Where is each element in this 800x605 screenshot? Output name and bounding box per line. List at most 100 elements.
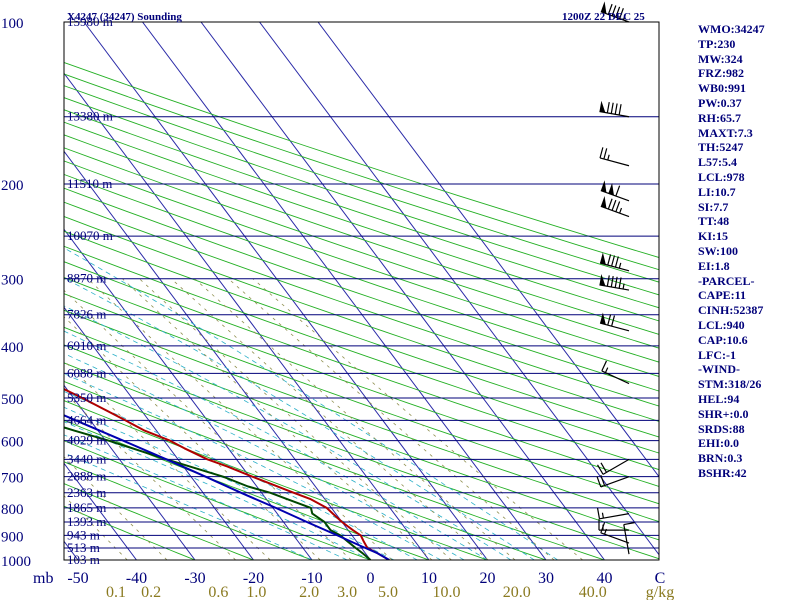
isotherm-line bbox=[64, 72, 430, 560]
mixing-ratio-line bbox=[64, 316, 321, 560]
index-item: KI:15 bbox=[698, 229, 728, 244]
dry-adiabat bbox=[64, 293, 659, 505]
index-item: L57:5.4 bbox=[698, 155, 737, 170]
isotherm-line bbox=[64, 150, 371, 560]
index-item: SHR+:0.0 bbox=[698, 406, 749, 421]
dry-adiabat bbox=[64, 309, 659, 523]
mixing-ratio-line bbox=[252, 278, 583, 560]
index-item: LI:10.7 bbox=[698, 184, 736, 199]
height-label: 103 m bbox=[67, 552, 100, 567]
wind-barb bbox=[600, 180, 630, 202]
index-item: PW:0.37 bbox=[698, 95, 742, 110]
axis-unit-c: C bbox=[655, 570, 666, 587]
chart-datetime: 1200Z 22 DEC 25 bbox=[562, 11, 645, 23]
temp-tick-label: 40 bbox=[597, 570, 613, 587]
chart-title: X4247 (34247) Sounding bbox=[67, 11, 182, 23]
height-label: 943 m bbox=[67, 527, 100, 542]
index-item: BSHR:42 bbox=[698, 465, 747, 480]
index-item: -WIND- bbox=[698, 362, 740, 377]
temp-tick-label: -30 bbox=[184, 570, 205, 587]
wind-barb bbox=[600, 1, 630, 23]
dry-adiabat bbox=[64, 187, 659, 392]
index-item: WMO:34247 bbox=[698, 22, 765, 36]
height-label: 6088 m bbox=[67, 365, 106, 380]
temp-tick-label: -10 bbox=[301, 570, 322, 587]
pressure-tick-label: 200 bbox=[1, 178, 24, 194]
index-item: LFC:-1 bbox=[698, 347, 736, 362]
height-label: 4029 m bbox=[67, 433, 106, 448]
mixing-ratio-line bbox=[87, 278, 393, 560]
height-label: 11510 m bbox=[67, 176, 112, 191]
temp-tick-label: -40 bbox=[126, 570, 147, 587]
height-label: 7826 m bbox=[67, 307, 106, 322]
wind-barb bbox=[600, 522, 630, 544]
wind-barb bbox=[601, 360, 630, 385]
index-item: SRDS:88 bbox=[698, 421, 745, 436]
isotherm-line bbox=[200, 22, 605, 560]
mixing-ratio-label: 1.0 bbox=[246, 584, 266, 600]
temp-tick-label: 0 bbox=[367, 570, 375, 587]
mixing-ratio-label: 2.0 bbox=[299, 584, 319, 600]
wind-barb bbox=[596, 507, 630, 520]
mixing-ratio-label: 5.0 bbox=[378, 584, 398, 600]
moist-adiabat bbox=[64, 353, 465, 560]
height-label: 2888 m bbox=[67, 469, 106, 484]
index-item: CINH:52387 bbox=[698, 303, 764, 318]
height-label: 15980 m bbox=[67, 14, 113, 29]
height-label: 5350 m bbox=[67, 390, 106, 405]
isotherm-line bbox=[64, 228, 313, 560]
index-item: LCL:978 bbox=[698, 169, 745, 184]
wind-barb bbox=[596, 475, 630, 488]
temp-tick-label: 20 bbox=[480, 570, 496, 587]
mixing-ratio-label: 20.0 bbox=[503, 584, 531, 600]
pressure-tick-label: 400 bbox=[1, 340, 24, 356]
axis-unit-gkg: g/kg bbox=[646, 584, 674, 600]
mixing-ratio-line bbox=[139, 278, 452, 560]
mixing-ratio-line bbox=[194, 278, 516, 560]
isotherm-line bbox=[64, 306, 254, 560]
temp-tick-label: -50 bbox=[67, 570, 88, 587]
wind-barb bbox=[600, 196, 630, 218]
height-label: 10070 m bbox=[67, 228, 113, 243]
dry-adiabat bbox=[64, 201, 659, 407]
index-item: LCL:940 bbox=[698, 317, 745, 332]
index-item: CAPE:11 bbox=[698, 288, 746, 303]
wind-barb bbox=[599, 147, 630, 167]
height-label: 513 m bbox=[67, 540, 100, 555]
height-label: 13380 m bbox=[67, 109, 113, 124]
dry-adiabat bbox=[64, 109, 659, 309]
mixing-ratio-line bbox=[64, 495, 128, 560]
mixing-ratio-label: 10.0 bbox=[433, 584, 461, 600]
isotherm-line bbox=[142, 22, 547, 560]
mixing-ratio-label: 0.2 bbox=[141, 584, 161, 600]
index-item: CAP:10.6 bbox=[698, 332, 748, 347]
index-item: WB0:991 bbox=[698, 81, 746, 96]
pressure-tick-label: 1000 bbox=[1, 554, 31, 570]
dry-adiabat bbox=[64, 276, 659, 487]
pressure-tick-label: 300 bbox=[1, 273, 24, 289]
index-item: RH:65.7 bbox=[698, 110, 741, 125]
dry-adiabat bbox=[64, 134, 659, 335]
dry-adiabat bbox=[64, 245, 659, 454]
dry-adiabat bbox=[64, 85, 659, 283]
index-item: MAXT:7.3 bbox=[698, 125, 753, 140]
pressure-tick-label: 700 bbox=[1, 471, 24, 487]
height-label: 3440 m bbox=[67, 451, 106, 466]
height-label: 1393 m bbox=[67, 514, 106, 529]
temp-tick-label: -20 bbox=[243, 570, 264, 587]
index-item: HEL:94 bbox=[698, 391, 740, 406]
moist-adiabat bbox=[64, 421, 371, 560]
index-item: TT:48 bbox=[698, 214, 730, 229]
temp-tick-label: 30 bbox=[538, 570, 554, 587]
height-label: 2363 m bbox=[67, 485, 106, 500]
dry-adiabat bbox=[64, 147, 659, 349]
dry-adiabat bbox=[64, 173, 659, 377]
isotherm-line bbox=[64, 462, 137, 560]
index-item: -PARCEL- bbox=[698, 273, 755, 288]
isotherm-line bbox=[64, 384, 196, 560]
index-item: TP:230 bbox=[698, 36, 736, 51]
mixing-ratio-line bbox=[64, 456, 168, 560]
height-label: 6910 m bbox=[67, 338, 106, 353]
